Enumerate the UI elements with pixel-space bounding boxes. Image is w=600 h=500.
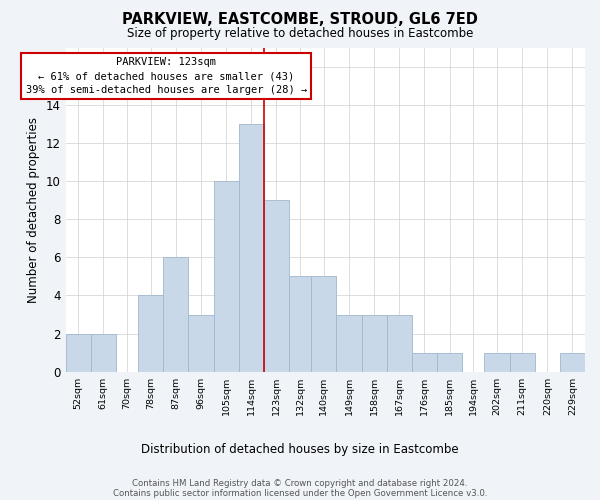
Bar [65,334,91,372]
Bar [337,314,362,372]
Bar [163,258,188,372]
Text: PARKVIEW: 123sqm
← 61% of detached houses are smaller (43)
39% of semi-detached : PARKVIEW: 123sqm ← 61% of detached house… [26,57,307,95]
Text: Size of property relative to detached houses in Eastcombe: Size of property relative to detached ho… [127,28,473,40]
Bar [311,276,337,372]
Bar [214,181,239,372]
Bar [239,124,264,372]
Text: Distribution of detached houses by size in Eastcombe: Distribution of detached houses by size … [141,442,459,456]
Text: Contains public sector information licensed under the Open Government Licence v3: Contains public sector information licen… [113,489,487,498]
Text: Contains HM Land Registry data © Crown copyright and database right 2024.: Contains HM Land Registry data © Crown c… [132,479,468,488]
Y-axis label: Number of detached properties: Number of detached properties [27,116,40,302]
Bar [509,352,535,372]
Bar [484,352,509,372]
Bar [437,352,462,372]
Bar [91,334,116,372]
Bar [362,314,387,372]
Text: PARKVIEW, EASTCOMBE, STROUD, GL6 7ED: PARKVIEW, EASTCOMBE, STROUD, GL6 7ED [122,12,478,28]
Bar [138,296,163,372]
Bar [188,314,214,372]
Bar [289,276,311,372]
Bar [264,200,289,372]
Bar [412,352,437,372]
Bar [560,352,585,372]
Bar [387,314,412,372]
